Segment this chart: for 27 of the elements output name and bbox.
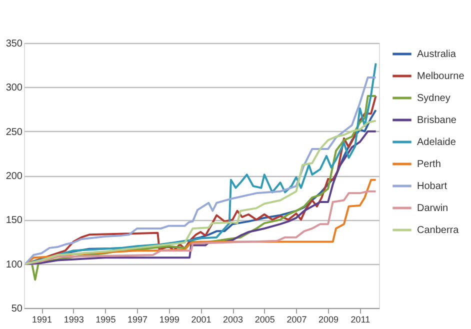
legend-label: Australia — [417, 49, 456, 60]
y-tick-label: 300 — [6, 82, 23, 94]
x-tick-label: 1997 — [128, 314, 148, 324]
x-tick-label: 1995 — [96, 314, 116, 324]
x-tick-label: 2007 — [286, 314, 307, 324]
x-tick-label: 1999 — [159, 314, 180, 324]
y-tick-label: 50 — [11, 304, 23, 314]
y-tick-label: 200 — [6, 171, 23, 182]
legend-label: Darwin — [417, 203, 448, 214]
legend-label: Perth — [417, 159, 441, 170]
legend-label: Hobart — [417, 181, 448, 192]
legend-label: Melbourne — [417, 71, 465, 82]
x-tick-label: 2003 — [223, 314, 244, 324]
y-tick-label: 350 — [6, 38, 23, 50]
x-tick-label: 2011 — [350, 314, 370, 324]
x-tick-label: 2005 — [254, 314, 275, 324]
y-tick-label: 150 — [6, 215, 23, 226]
legend-label: Brisbane — [417, 115, 457, 126]
x-tick-label: 1991 — [32, 314, 52, 324]
legend-label: Sydney — [417, 93, 450, 104]
x-tick-label: 2001 — [191, 314, 212, 324]
y-tick-label: 250 — [6, 126, 23, 138]
legend-label: Adelaide — [417, 137, 456, 148]
x-tick-label: 2009 — [318, 314, 339, 324]
x-tick-label: 1993 — [64, 314, 84, 324]
y-tick-label: 100 — [6, 259, 23, 270]
legend-label: Canberra — [417, 225, 460, 236]
